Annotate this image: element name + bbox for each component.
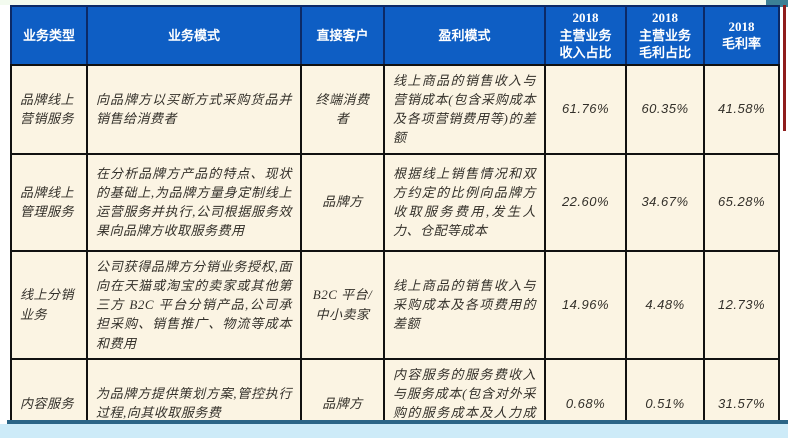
cell-gross-margin: 12.73% — [703, 249, 780, 360]
col-header-direct-customer: 直接客户 — [300, 5, 385, 66]
bottom-accent-bar — [7, 420, 788, 424]
col-header-business-type: 业务类型 — [10, 5, 88, 66]
cell-business-model: 向品牌方以买断方式采购货品并销售给消费者 — [86, 63, 302, 155]
cell-profit-model: 线上商品的销售收入与采购成本及各项费用的差额 — [383, 249, 546, 360]
cell-business-model: 公司获得品牌方分销业务授权,面向在天猫或淘宝的卖家或其他第三方 B2C 平台分销… — [86, 249, 302, 360]
cell-profit-model: 线上商品的销售收入与营销成本(包含采购成本及各项营销费用等)的差额 — [383, 63, 546, 155]
col-header-2018-revenue-share: 2018 主营业务 收入占比 — [544, 5, 627, 66]
cell-direct-customer: B2C 平台/中小卖家 — [300, 249, 385, 360]
table-row: 品牌线上营销服务 向品牌方以买断方式采购货品并销售给消费者 终端消费者 线上商品… — [10, 63, 780, 155]
table-row: 线上分销业务 公司获得品牌方分销业务授权,面向在天猫或淘宝的卖家或其他第三方 B… — [10, 249, 780, 360]
cell-business-type: 品牌线上营销服务 — [10, 63, 88, 155]
business-overview-table: 业务类型 业务模式 直接客户 盈利模式 2018 主营业务 收入占比 2018 … — [10, 5, 780, 438]
corner-accent — [766, 0, 788, 7]
cell-profit-model: 根据线上销售情况和双方约定的比例向品牌方收取服务费用,发生人力、仓配等成本 — [383, 152, 546, 252]
col-header-profit-model: 盈利模式 — [383, 5, 546, 66]
cell-revenue-share: 14.96% — [544, 249, 627, 360]
cell-business-type: 线上分销业务 — [10, 249, 88, 360]
red-edge-line — [783, 5, 786, 131]
top-accent-strip — [0, 0, 788, 5]
table-row: 品牌线上管理服务 在分析品牌方产品的特点、现状的基础上,为品牌方量身定制线上运营… — [10, 152, 780, 252]
cell-revenue-share: 61.76% — [544, 63, 627, 155]
cell-gross-margin: 41.58% — [703, 63, 780, 155]
cell-gross-margin: 65.28% — [703, 152, 780, 252]
col-header-2018-gross-margin: 2018 毛利率 — [703, 5, 780, 66]
cell-gross-profit-share: 34.67% — [625, 152, 705, 252]
col-header-2018-gross-profit-share: 2018 主营业务 毛利占比 — [625, 5, 705, 66]
bottom-accent-strip — [0, 424, 788, 438]
cell-gross-profit-share: 60.35% — [625, 63, 705, 155]
cell-business-type: 品牌线上管理服务 — [10, 152, 88, 252]
cell-gross-profit-share: 4.48% — [625, 249, 705, 360]
cell-direct-customer: 品牌方 — [300, 152, 385, 252]
cell-business-model: 在分析品牌方产品的特点、现状的基础上,为品牌方量身定制线上运营服务并执行,公司根… — [86, 152, 302, 252]
header-row: 业务类型 业务模式 直接客户 盈利模式 2018 主营业务 收入占比 2018 … — [10, 5, 780, 66]
cell-revenue-share: 22.60% — [544, 152, 627, 252]
col-header-business-model: 业务模式 — [86, 5, 302, 66]
cell-direct-customer: 终端消费者 — [300, 63, 385, 155]
